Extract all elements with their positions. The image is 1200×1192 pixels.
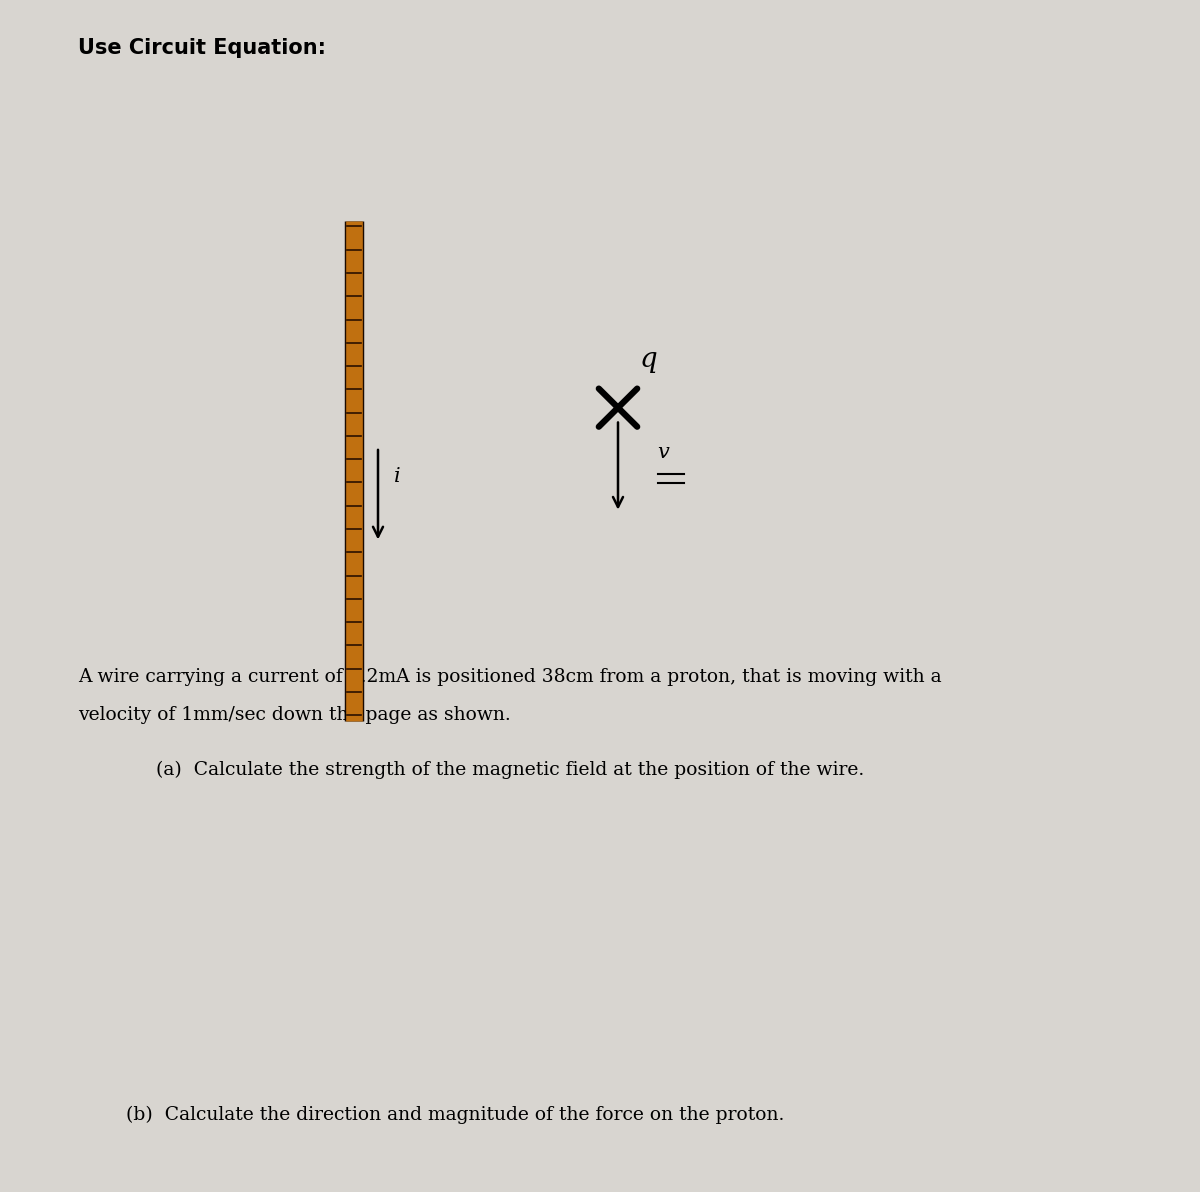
Text: i: i: [394, 467, 401, 486]
Text: q: q: [640, 347, 658, 373]
Text: (a)  Calculate the strength of the magnetic field at the position of the wire.: (a) Calculate the strength of the magnet…: [156, 760, 864, 778]
Text: velocity of 1mm/sec down the page as shown.: velocity of 1mm/sec down the page as sho…: [78, 706, 511, 724]
Text: (b)  Calculate the direction and magnitude of the force on the proton.: (b) Calculate the direction and magnitud…: [126, 1106, 785, 1124]
Text: v: v: [658, 443, 670, 462]
Text: Use Circuit Equation:: Use Circuit Equation:: [78, 38, 326, 58]
Text: A wire carrying a current of 3.2mA is positioned 38cm from a proton, that is mov: A wire carrying a current of 3.2mA is po…: [78, 668, 942, 685]
